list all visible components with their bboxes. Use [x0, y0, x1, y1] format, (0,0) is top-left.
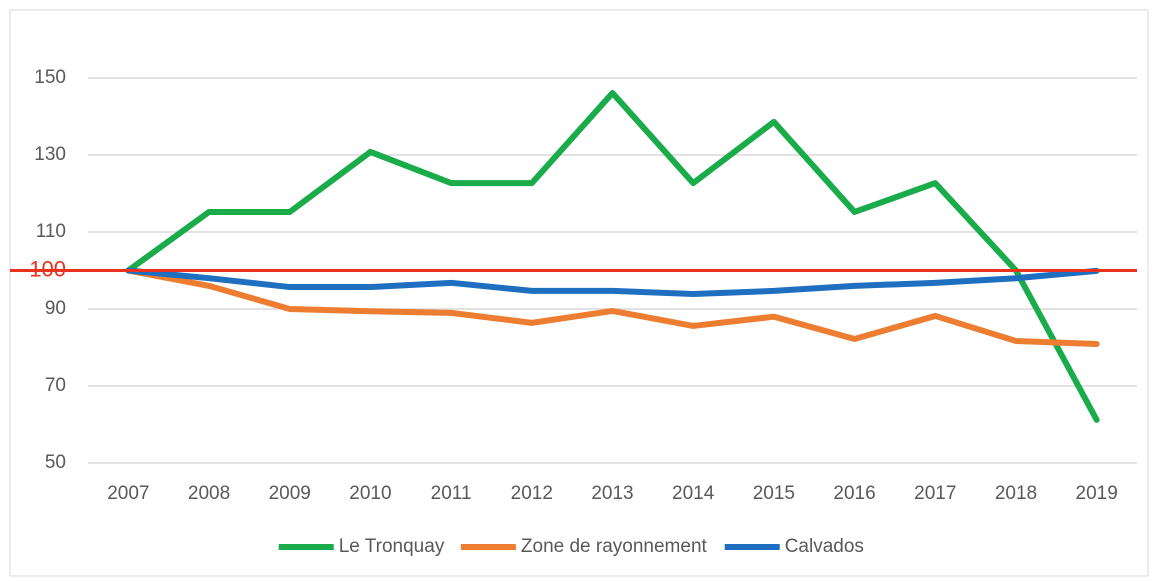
x-tick-label: 2009 [269, 483, 311, 504]
x-tick-label: 2012 [511, 483, 553, 504]
x-tick-label: 2014 [672, 483, 715, 504]
x-tick-label: 2008 [188, 483, 230, 504]
y-tick-label: 70 [45, 375, 66, 396]
legend-label: Calvados [785, 536, 864, 557]
y-tick-label: 130 [34, 144, 66, 165]
legend-label: Zone de rayonnement [521, 536, 708, 557]
x-tick-label: 2015 [753, 483, 795, 504]
x-tick-label: 2010 [349, 483, 391, 504]
series-line [125, 90, 1100, 423]
y-tick-label: 90 [45, 298, 66, 319]
x-tick-label: 2018 [995, 483, 1037, 504]
x-tick-label: 2007 [107, 483, 149, 504]
y-tick-label: 110 [36, 221, 66, 242]
x-tick-label: 2013 [591, 483, 633, 504]
x-tick-label: 2016 [833, 483, 875, 504]
x-tick-label: 2011 [431, 483, 472, 504]
x-tick-label: 2019 [1076, 483, 1118, 504]
x-tick-label: 2017 [914, 483, 956, 504]
y-tick-label: 50 [45, 452, 66, 473]
reference-label: 100 [29, 256, 66, 281]
series-line [125, 267, 1100, 297]
y-tick-label: 150 [34, 67, 66, 88]
series-line [125, 267, 1100, 348]
legend-label: Le Tronquay [339, 536, 445, 557]
